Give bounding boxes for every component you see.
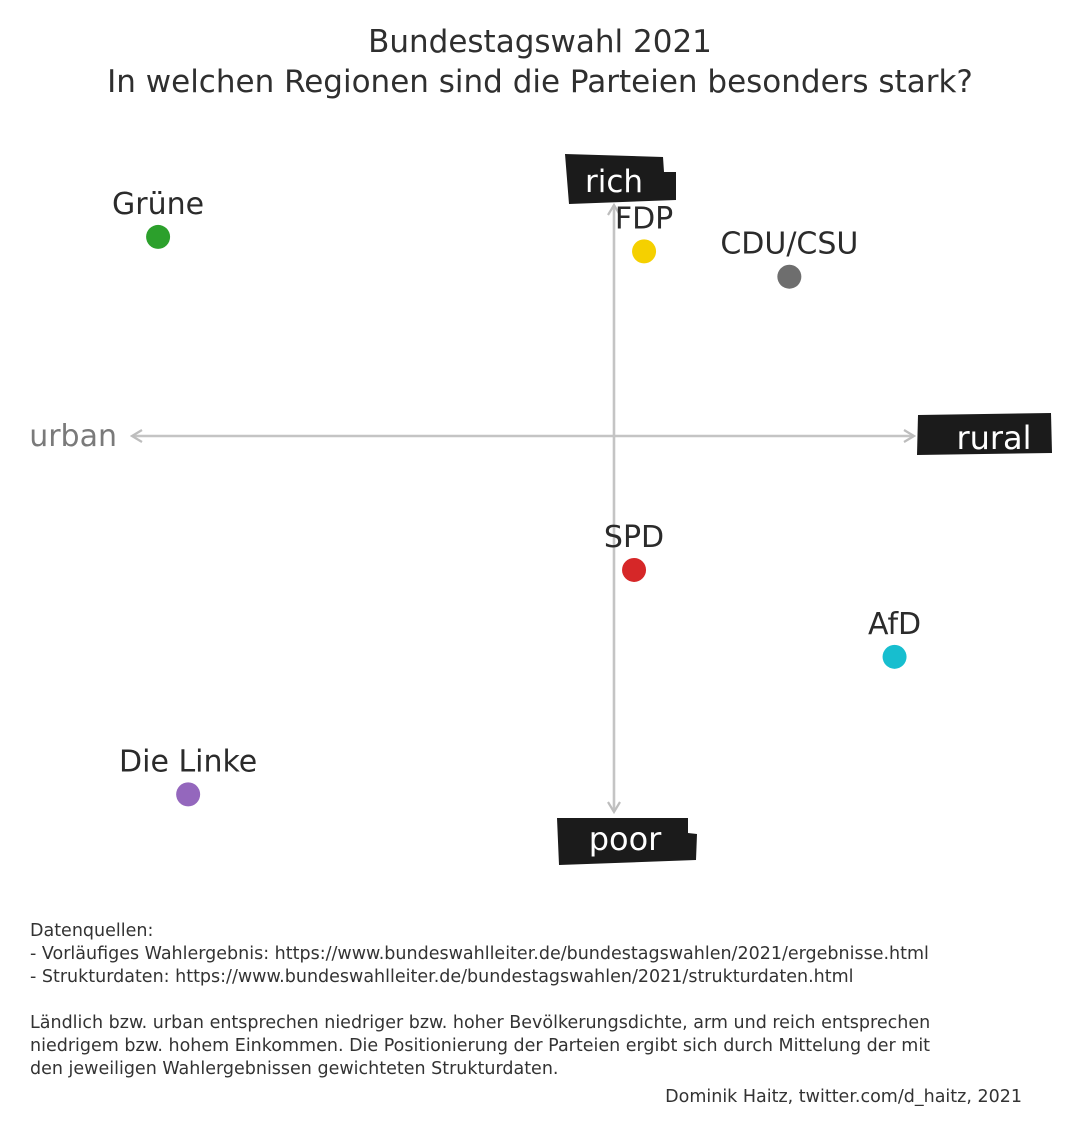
point-label-cdu-csu: CDU/CSU bbox=[720, 227, 858, 262]
point-marker-gruene bbox=[146, 224, 171, 249]
methodology-note-line3: den jeweiligen Wahlergebnissen gewichtet… bbox=[30, 1059, 559, 1079]
point-cdu-csu: CDU/CSU bbox=[720, 227, 858, 289]
point-die-linke: Die Linke bbox=[119, 744, 257, 807]
footer-notes: Datenquellen: - Vorläufiges Wahlergebnis… bbox=[30, 920, 1050, 1081]
point-marker-cdu-csu bbox=[777, 264, 802, 289]
point-fdp: FDP bbox=[615, 201, 673, 264]
source-structural-data: - Strukturdaten: https://www.bundeswahll… bbox=[30, 967, 854, 987]
point-marker-fdp bbox=[632, 239, 657, 264]
point-spd: SPD bbox=[604, 520, 664, 582]
x-axis-urban-label: urban bbox=[29, 419, 117, 454]
chart-title-line2: In welchen Regionen sind die Parteien be… bbox=[107, 64, 973, 100]
chart-title: Bundestagswahl 2021 In welchen Regionen … bbox=[0, 22, 1080, 102]
point-label-die-linke: Die Linke bbox=[119, 744, 257, 779]
rural-label-background bbox=[917, 413, 1052, 455]
methodology-note-line2: niedrigem bzw. hohem Einkommen. Die Posi… bbox=[30, 1036, 931, 1056]
y-axis-poor-label-tag: poor bbox=[557, 818, 697, 865]
source-election-results: - Vorläufiges Wahlergebnis: https://www.… bbox=[30, 944, 929, 964]
point-gruene: Grüne bbox=[112, 187, 204, 249]
point-marker-die-linke bbox=[176, 782, 201, 807]
x-axis-rural-label-tag: rural bbox=[917, 413, 1052, 457]
methodology-note-line1: Ländlich bzw. urban entsprechen niedrige… bbox=[30, 1013, 931, 1033]
x-axis-rural-label: rural bbox=[956, 419, 1031, 457]
point-label-fdp: FDP bbox=[615, 201, 673, 236]
point-label-spd: SPD bbox=[604, 520, 664, 555]
y-axis-poor-label: poor bbox=[589, 820, 662, 858]
point-afd: AfD bbox=[868, 607, 921, 669]
y-axis-rich-label: rich bbox=[585, 164, 643, 200]
y-axis-rich-label-tag: rich bbox=[565, 154, 676, 204]
point-marker-spd bbox=[622, 557, 647, 582]
poor-label-background bbox=[557, 818, 697, 865]
scatter-plot: urban rural rich poor Grüne FDP CDU/CSU SPD… bbox=[29, 154, 1052, 865]
sources-heading: Datenquellen: bbox=[30, 921, 154, 941]
point-label-afd: AfD bbox=[868, 607, 921, 642]
data-points: Grüne FDP CDU/CSU SPD AfD Die Linke bbox=[112, 187, 921, 807]
point-marker-afd bbox=[882, 644, 907, 669]
chart-title-line1: Bundestagswahl 2021 bbox=[368, 24, 712, 60]
footer-spacer bbox=[30, 989, 1050, 1012]
point-label-gruene: Grüne bbox=[112, 187, 204, 222]
author-credit: Dominik Haitz, twitter.com/d_haitz, 2021 bbox=[665, 1087, 1022, 1107]
rich-label-background bbox=[565, 154, 676, 204]
